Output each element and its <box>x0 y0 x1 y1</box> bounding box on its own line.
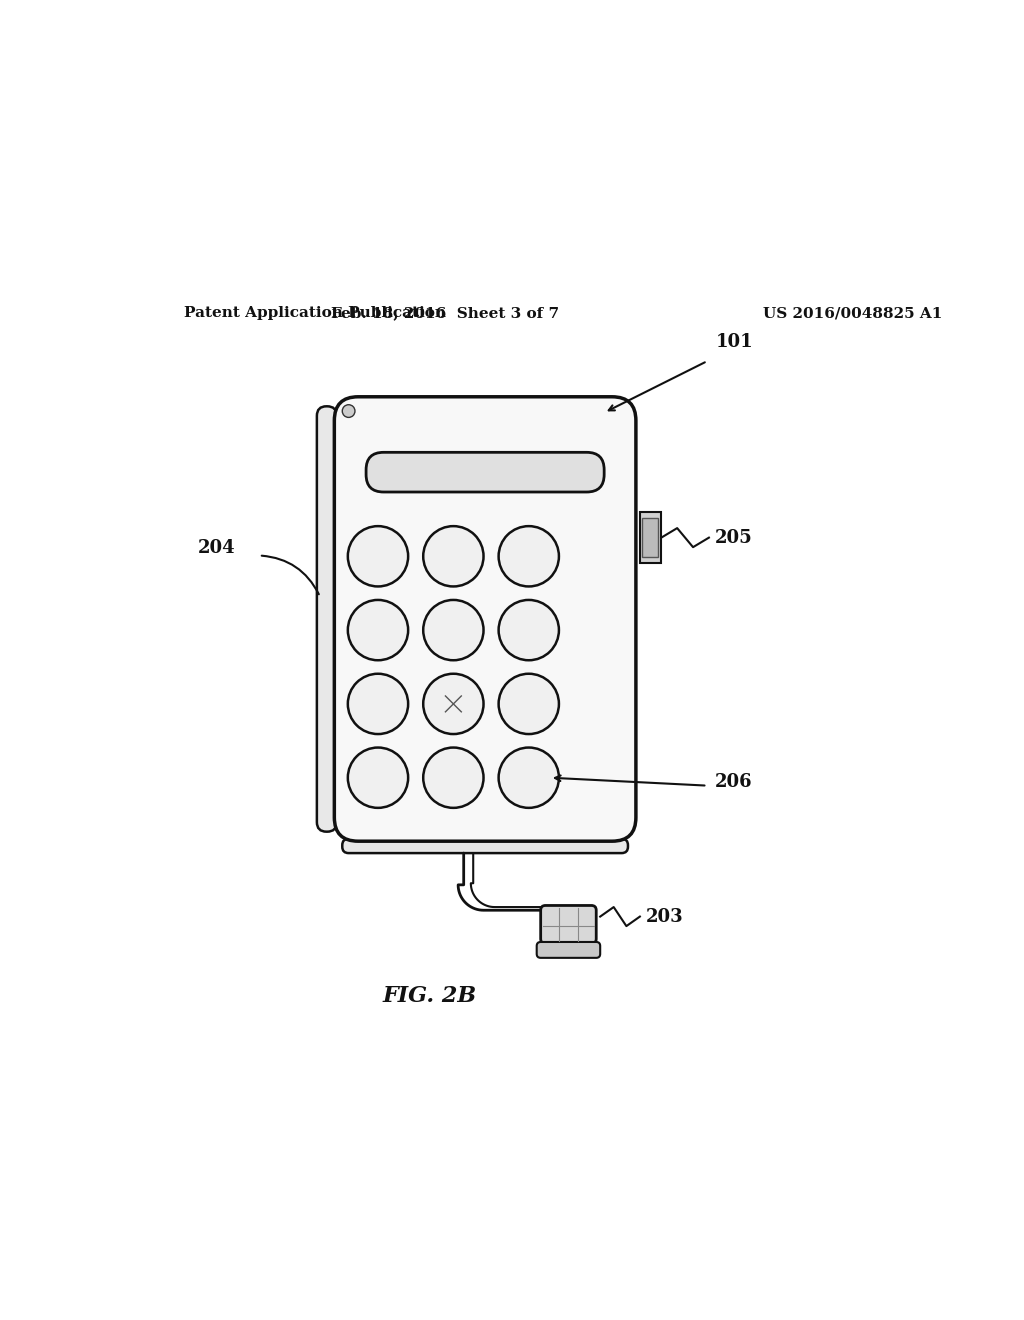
Circle shape <box>423 599 483 660</box>
Bar <box>640 512 662 564</box>
Circle shape <box>423 527 483 586</box>
Text: Patent Application Publication: Patent Application Publication <box>183 306 445 321</box>
Text: Feb. 18, 2016  Sheet 3 of 7: Feb. 18, 2016 Sheet 3 of 7 <box>332 306 559 321</box>
FancyBboxPatch shape <box>541 906 596 944</box>
Circle shape <box>499 673 559 734</box>
Circle shape <box>499 527 559 586</box>
FancyBboxPatch shape <box>316 407 337 832</box>
FancyBboxPatch shape <box>342 838 628 853</box>
Circle shape <box>348 527 409 586</box>
Circle shape <box>423 673 483 734</box>
FancyBboxPatch shape <box>367 453 604 492</box>
Text: 204: 204 <box>198 539 236 557</box>
Circle shape <box>499 599 559 660</box>
Text: 205: 205 <box>715 528 753 546</box>
Circle shape <box>342 405 355 417</box>
FancyBboxPatch shape <box>334 397 636 841</box>
Circle shape <box>348 673 409 734</box>
Text: 203: 203 <box>646 908 684 925</box>
Text: 101: 101 <box>715 333 753 351</box>
Text: US 2016/0048825 A1: US 2016/0048825 A1 <box>763 306 942 321</box>
Bar <box>642 519 658 557</box>
Circle shape <box>348 747 409 808</box>
Text: 206: 206 <box>715 772 753 791</box>
Circle shape <box>499 747 559 808</box>
Text: FIG. 2B: FIG. 2B <box>383 985 476 1007</box>
Circle shape <box>348 599 409 660</box>
FancyBboxPatch shape <box>537 942 600 958</box>
Circle shape <box>423 747 483 808</box>
